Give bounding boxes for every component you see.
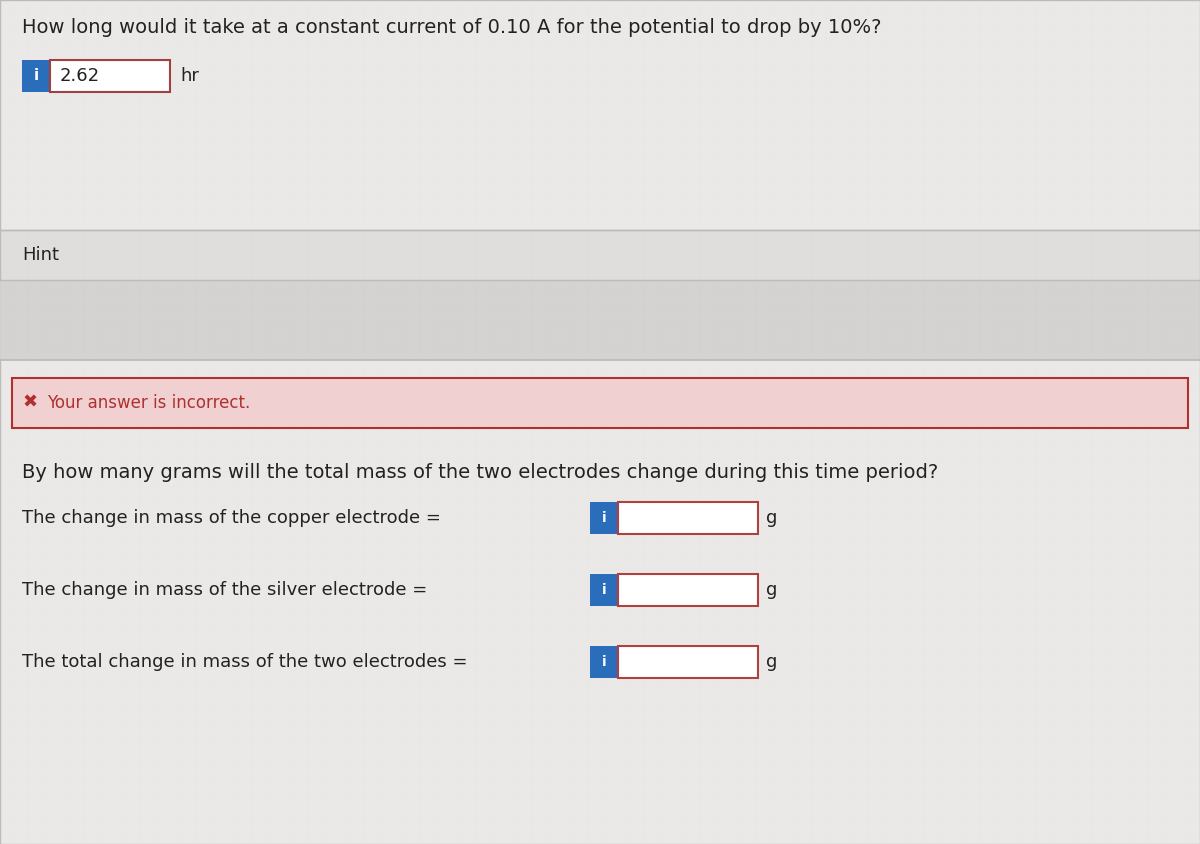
FancyBboxPatch shape [0, 360, 1200, 844]
Text: How long would it take at a constant current of 0.10 A for the potential to drop: How long would it take at a constant cur… [22, 18, 882, 37]
Text: ✖: ✖ [23, 394, 37, 412]
Text: Your answer is incorrect.: Your answer is incorrect. [47, 394, 251, 412]
Text: The total change in mass of the two electrodes =: The total change in mass of the two elec… [22, 653, 468, 671]
Text: i: i [601, 583, 606, 597]
FancyBboxPatch shape [618, 646, 758, 678]
FancyBboxPatch shape [50, 60, 170, 92]
FancyBboxPatch shape [12, 378, 1188, 428]
Text: Hint: Hint [22, 246, 59, 264]
FancyBboxPatch shape [0, 230, 1200, 280]
FancyBboxPatch shape [590, 646, 618, 678]
Text: g: g [766, 509, 778, 527]
Text: g: g [766, 581, 778, 599]
Text: g: g [766, 653, 778, 671]
Text: The change in mass of the silver electrode =: The change in mass of the silver electro… [22, 581, 427, 599]
Text: i: i [601, 655, 606, 669]
Text: i: i [601, 511, 606, 525]
Text: hr: hr [180, 67, 199, 85]
Text: The change in mass of the copper electrode =: The change in mass of the copper electro… [22, 509, 440, 527]
FancyBboxPatch shape [618, 502, 758, 534]
FancyBboxPatch shape [0, 280, 1200, 360]
Text: By how many grams will the total mass of the two electrodes change during this t: By how many grams will the total mass of… [22, 463, 938, 482]
FancyBboxPatch shape [0, 0, 1200, 230]
FancyBboxPatch shape [590, 574, 618, 606]
Text: 2.62: 2.62 [60, 67, 100, 85]
FancyBboxPatch shape [618, 574, 758, 606]
FancyBboxPatch shape [22, 60, 50, 92]
Text: i: i [34, 68, 38, 84]
FancyBboxPatch shape [590, 502, 618, 534]
